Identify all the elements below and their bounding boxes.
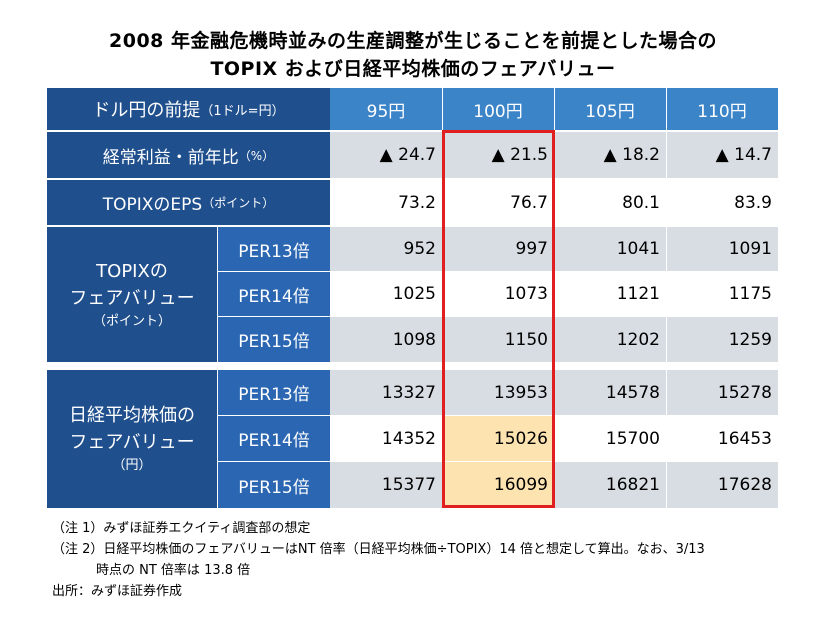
nikkei-per13-105: 14578 [605,382,660,403]
topix-per13-110: 1091 [728,239,772,259]
eps-value-110: 83.9 [734,192,772,213]
topix-per15-label: PER15倍 [218,317,330,362]
topix-group-line1: TOPIXの [96,260,168,282]
eps-label-suffix: （ポイント） [202,196,275,210]
topix-per14-105: 1121 [616,284,660,304]
topix-per14-110: 1175 [728,284,772,304]
nikkei-per14-row: 14352 15026 15700 16453 [330,416,778,461]
eps-label: TOPIXのEPS [102,195,203,215]
highlight-frame-100yen [442,130,555,508]
topix-per15-110: 1259 [728,329,772,350]
nikkei-per15-label: PER15倍 [218,462,330,508]
topix-per14-row: 1025 1073 1121 1175 [330,272,778,316]
profit-label-suffix: （%） [238,148,275,163]
topix-per13-label: PER13倍 [218,227,330,271]
topix-per14-95: 1025 [392,284,436,304]
topix-per15-100: 1150 [504,329,548,350]
topix-per13-105: 1041 [616,239,660,259]
nikkei-group-line3: （円） [112,458,152,473]
nikkei-per13-95: 13327 [381,382,436,403]
note-2: （注 2）日経平均株価のフェアバリューはNT 倍率（日経平均株価÷TOPIX）1… [52,542,705,557]
column-header-110: 110円 [697,101,747,122]
profit-value-110: ▲ 14.7 [715,145,772,165]
profit-value-100: ▲ 21.5 [491,145,548,165]
nikkei-per14-105: 15700 [605,428,660,449]
nikkei-group-line2: フェアバリュー [69,432,195,453]
topix-group-line2: フェアバリュー [69,287,195,309]
profit-value-105: ▲ 18.2 [603,145,660,165]
nikkei-per15-100: 16099 [442,462,554,508]
profit-value-95: ▲ 24.7 [379,145,436,165]
eps-value-105: 80.1 [622,192,660,213]
nikkei-per13-110: 15278 [717,382,772,403]
topix-per13-100: 997 [515,239,548,259]
nikkei-per14-110: 16453 [717,428,772,449]
eps-value-95: 73.2 [398,192,436,213]
header-label-cell: ドル円の前提 （1ドル=円） [47,88,330,130]
nikkei-per13-label: PER13倍 [218,370,330,415]
nikkei-per14-100: 15026 [442,416,554,461]
topix-per15-105: 1202 [616,329,660,350]
profit-label: 経常利益・前年比 [102,147,239,168]
column-divider [666,88,667,508]
nikkei-per14-95: 14352 [381,428,436,449]
eps-row: 73.2 76.7 80.1 83.9 [330,180,778,225]
source-note: 出所：みずほ証券作成 [52,584,183,599]
topix-per15-95: 1098 [392,329,436,350]
nikkei-per14-label: PER14倍 [218,416,330,461]
column-header-105: 105円 [585,101,635,122]
nikkei-group-line1: 日経平均株価の [69,405,195,426]
topix-per14-label: PER14倍 [218,272,330,316]
nikkei-per15-105: 16821 [605,475,660,495]
topix-per13-95: 952 [403,239,436,259]
nikkei-per15-110: 17628 [717,475,772,495]
column-header-95: 95円 [366,101,406,122]
nikkei-per13-100: 13953 [493,382,548,403]
eps-value-100: 76.7 [510,192,548,213]
note-1: （注 1）みずほ証券エクイティ調査部の想定 [52,521,311,536]
chart-title-line2: TOPIX および日経平均株価のフェアバリュー [210,58,616,80]
topix-per14-100: 1073 [504,284,548,304]
nikkei-per15-95: 15377 [381,475,436,495]
nikkei-group-label: 日経平均株価の フェアバリュー （円） [47,370,217,508]
header-label-suffix: （1ドル=円） [200,103,285,119]
topix-group-label: TOPIXの フェアバリュー （ポイント） [47,227,217,362]
profit-label-cell: 経常利益・前年比 （%） [47,132,330,178]
note-2-continued: 時点の NT 倍率は 13.8 倍 [96,563,251,578]
eps-label-cell: TOPIXのEPS （ポイント） [47,180,330,225]
topix-group-line3: （ポイント） [92,313,171,329]
header-label: ドル円の前提 [92,100,201,121]
chart-title-line1: 2008 年金融危機時並みの生産調整が生じることを前提とした場合の [109,30,717,52]
column-header-100: 100円 [473,101,523,122]
